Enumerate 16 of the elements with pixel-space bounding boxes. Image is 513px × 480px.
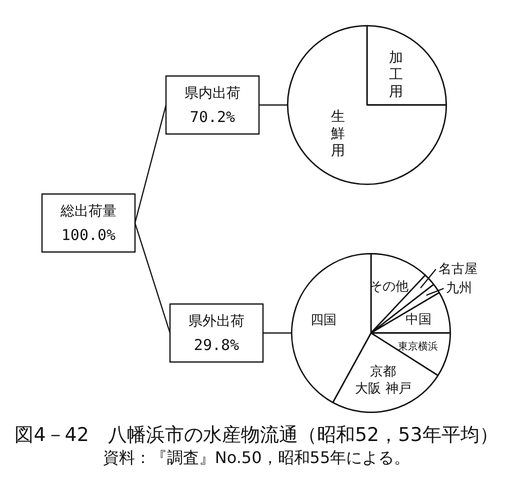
slice-label: 名古屋 [438, 262, 478, 278]
slice-label: 四国 [310, 313, 336, 328]
text: 70.2% [190, 108, 236, 126]
caption: 図4－42 八幡浜市の水産物流通（昭和52，53年平均） [14, 424, 498, 446]
slice-label: 東京横浜 [398, 340, 438, 352]
text: 県内出荷 [184, 86, 240, 102]
text: 29.8% [194, 336, 240, 354]
slice-label: 加工用 [388, 50, 404, 102]
text: 資料：『調査』No.50，昭和55年による。 [102, 448, 410, 468]
text: 100.0% [61, 226, 116, 244]
slice-label: 中国 [405, 312, 432, 328]
text: 総出荷量 [60, 204, 116, 220]
slice-label: 九州 [446, 281, 472, 296]
slice-label: 京都大阪 神戸 [355, 364, 412, 396]
text: 県外出荷 [188, 314, 244, 330]
slice-label: 生鮮用 [330, 108, 346, 160]
